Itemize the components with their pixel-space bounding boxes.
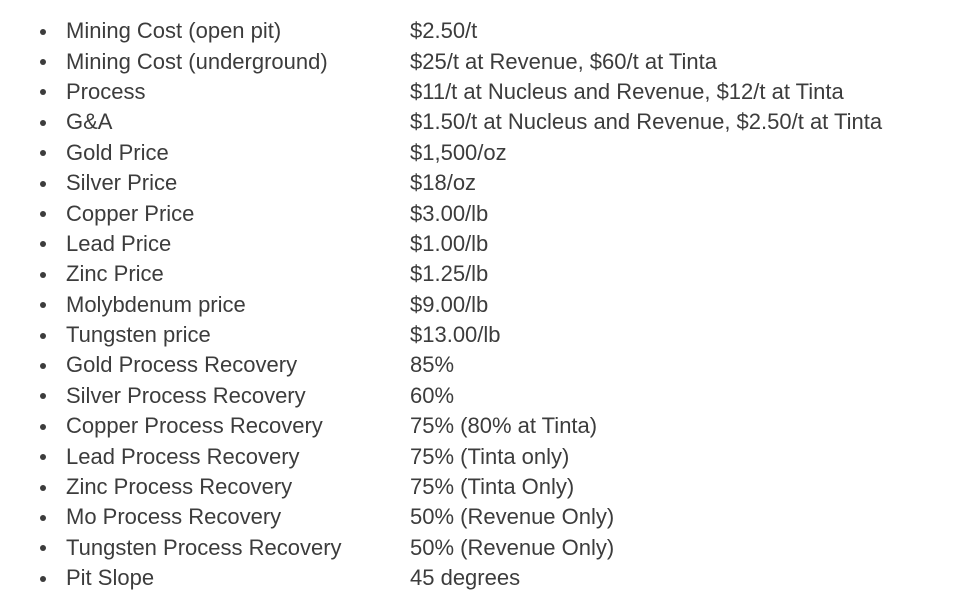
item-label: Mining Cost (open pit) bbox=[66, 18, 282, 44]
item-label: Molybdenum price bbox=[66, 291, 246, 317]
item-label: G&A bbox=[66, 109, 113, 135]
item-label: Pit Slope bbox=[66, 565, 155, 591]
list-item: Zinc Process Recovery 75% (Tinta Only) bbox=[40, 472, 970, 502]
item-label: Copper Price bbox=[66, 200, 195, 226]
item-value: $11/t at Nucleus and Revenue, $12/t at T… bbox=[410, 78, 844, 104]
item-value: $3.00/lb bbox=[410, 200, 489, 226]
list-item: Zinc Price $1.25/lb bbox=[40, 259, 970, 289]
item-value: 60% bbox=[410, 382, 455, 408]
item-value: 45 degrees bbox=[410, 565, 521, 591]
bullet-icon bbox=[40, 484, 46, 491]
bullet-icon bbox=[40, 575, 46, 582]
item-label: Gold Price bbox=[66, 139, 169, 165]
bullet-icon bbox=[40, 393, 46, 400]
item-label: Mining Cost (underground) bbox=[66, 48, 328, 74]
list-item: Tungsten price $13.00/lb bbox=[40, 320, 970, 350]
item-value: 50% (Revenue Only) bbox=[410, 534, 615, 560]
item-label: Copper Process Recovery bbox=[66, 413, 323, 439]
item-value: 75% (80% at Tinta) bbox=[410, 413, 598, 439]
list-item: Lead Process Recovery 75% (Tinta only) bbox=[40, 441, 970, 471]
item-value: $1.50/t at Nucleus and Revenue, $2.50/t … bbox=[410, 109, 883, 135]
bullet-icon bbox=[40, 150, 46, 157]
bullet-icon bbox=[40, 28, 46, 35]
item-value: 75% (Tinta only) bbox=[410, 443, 570, 469]
bullet-icon bbox=[40, 545, 46, 552]
list-item: Process $11/t at Nucleus and Revenue, $1… bbox=[40, 77, 970, 107]
list-item: Lead Price $1.00/lb bbox=[40, 229, 970, 259]
list-item: Silver Process Recovery 60% bbox=[40, 381, 970, 411]
item-value: $9.00/lb bbox=[410, 291, 489, 317]
item-value: $2.50/t bbox=[410, 18, 478, 44]
item-label: Silver Price bbox=[66, 170, 178, 196]
bullet-icon bbox=[40, 362, 46, 369]
item-label: Lead Process Recovery bbox=[66, 443, 300, 469]
bullet-icon bbox=[40, 454, 46, 461]
list-item: Silver Price $18/oz bbox=[40, 168, 970, 198]
bullet-icon bbox=[40, 180, 46, 187]
list-item: Molybdenum price $9.00/lb bbox=[40, 290, 970, 320]
bullet-icon bbox=[40, 332, 46, 339]
item-label: Process bbox=[66, 78, 146, 104]
item-label: Gold Process Recovery bbox=[66, 352, 298, 378]
list-item: Pit Slope 45 degrees bbox=[40, 563, 970, 593]
item-label: Lead Price bbox=[66, 230, 172, 256]
list-item: Gold Process Recovery 85% bbox=[40, 350, 970, 380]
list-item: Copper Process Recovery 75% (80% at Tint… bbox=[40, 411, 970, 441]
bullet-icon bbox=[40, 302, 46, 309]
list-item: Mining Cost (underground) $25/t at Reven… bbox=[40, 46, 970, 76]
list-item: Copper Price $3.00/lb bbox=[40, 198, 970, 228]
item-value: $1,500/oz bbox=[410, 139, 507, 165]
list-item: Mining Cost (open pit) $2.50/t bbox=[40, 16, 970, 46]
bullet-icon bbox=[40, 59, 46, 66]
list-item: Mo Process Recovery 50% (Revenue Only) bbox=[40, 502, 970, 532]
item-label: Zinc Process Recovery bbox=[66, 474, 293, 500]
list-item: Gold Price $1,500/oz bbox=[40, 138, 970, 168]
item-value: $13.00/lb bbox=[410, 322, 501, 348]
item-value: $1.00/lb bbox=[410, 230, 489, 256]
item-label: Tungsten price bbox=[66, 322, 211, 348]
bullet-icon bbox=[40, 211, 46, 218]
list-item: G&A $1.50/t at Nucleus and Revenue, $2.5… bbox=[40, 107, 970, 137]
bullet-icon bbox=[40, 271, 46, 278]
item-label: Zinc Price bbox=[66, 261, 164, 287]
bullet-icon bbox=[40, 514, 46, 521]
bullet-icon bbox=[40, 241, 46, 248]
list-item: Tungsten Process Recovery 50% (Revenue O… bbox=[40, 533, 970, 563]
item-value: $25/t at Revenue, $60/t at Tinta bbox=[410, 48, 717, 74]
item-label: Tungsten Process Recovery bbox=[66, 534, 342, 560]
item-value: 75% (Tinta Only) bbox=[410, 474, 575, 500]
item-label: Silver Process Recovery bbox=[66, 382, 306, 408]
item-label: Mo Process Recovery bbox=[66, 504, 282, 530]
item-value: 85% bbox=[410, 352, 455, 378]
item-value: 50% (Revenue Only) bbox=[410, 504, 615, 530]
item-value: $18/oz bbox=[410, 170, 477, 196]
bullet-icon bbox=[40, 119, 46, 126]
bullet-icon bbox=[40, 423, 46, 430]
item-value: $1.25/lb bbox=[410, 261, 489, 287]
bullet-icon bbox=[40, 89, 46, 96]
